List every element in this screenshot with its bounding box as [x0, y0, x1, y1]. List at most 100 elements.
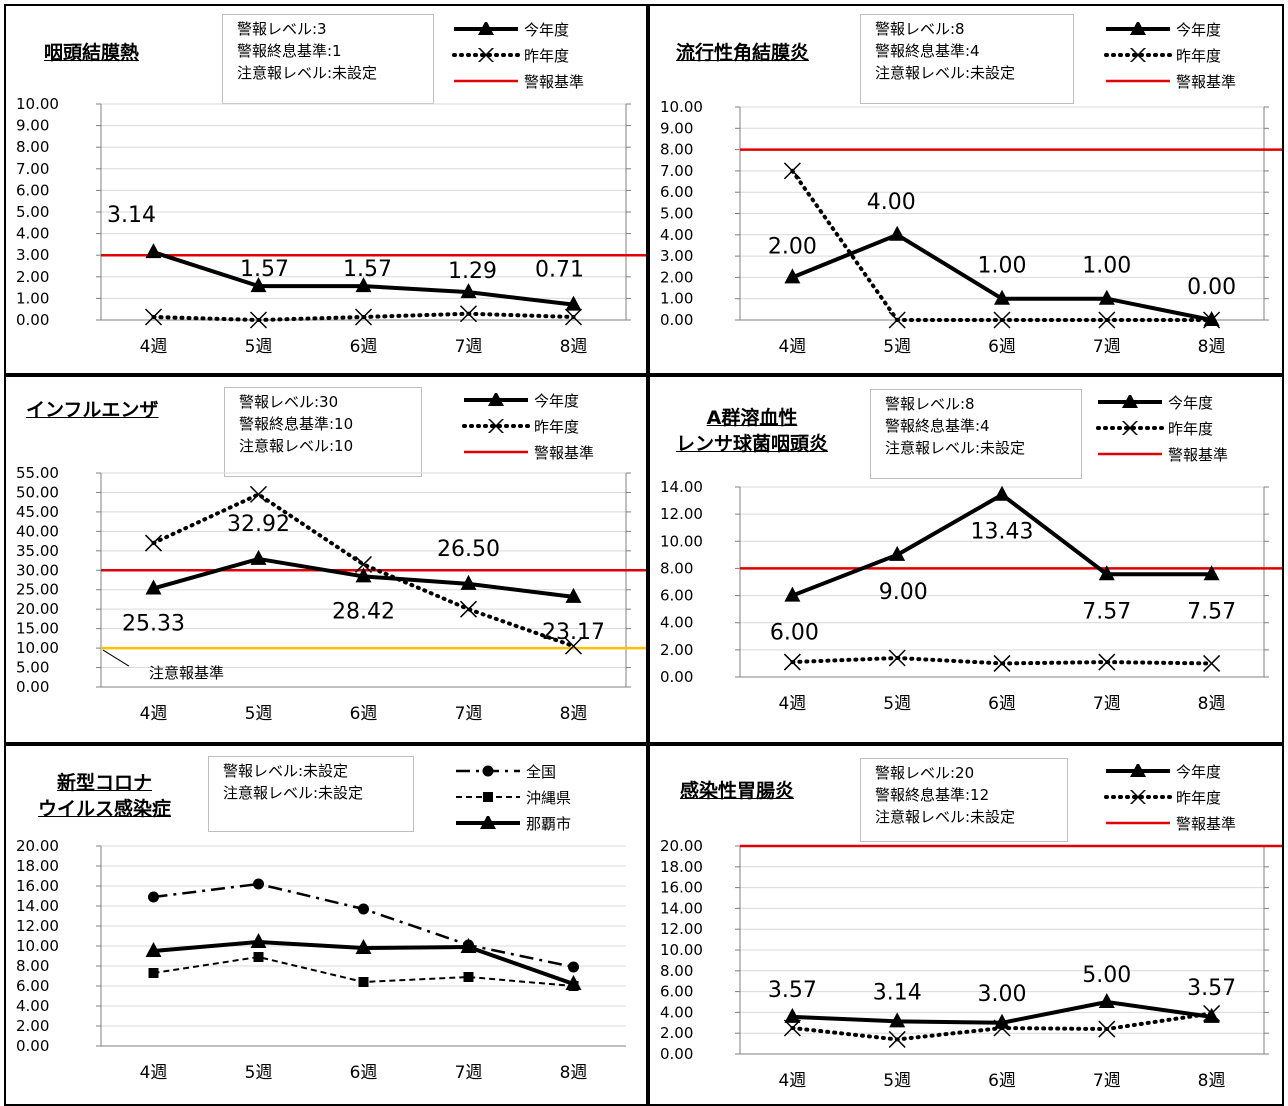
x-tick-label: 4週	[778, 337, 806, 357]
legend-label: 今年度	[524, 20, 570, 39]
data-point	[463, 939, 474, 951]
data-point	[145, 942, 162, 957]
legend-marker	[487, 419, 505, 433]
y-tick-label: 10.00	[660, 532, 703, 550]
y-tick-label: 14.00	[16, 897, 59, 915]
data-point	[459, 305, 478, 323]
y-tick-label: 2.00	[660, 1024, 693, 1042]
data-point	[460, 283, 477, 299]
legend-item: 沖縄県	[454, 784, 571, 810]
chart-panel-infectious-gastroenteritis: 感染性胃腸炎 警報レベル:20 警報終息基準:12 注意報レベル:未設定 今年度…	[648, 744, 1284, 1106]
data-label: 6.00	[770, 621, 819, 646]
data-point	[145, 579, 162, 595]
y-tick-label: 7.00	[660, 162, 693, 180]
data-point	[1098, 565, 1115, 581]
alert-end-text: 警報終息基準:10	[239, 415, 354, 433]
y-tick-label: 8.00	[16, 957, 49, 975]
data-point	[994, 289, 1010, 305]
y-tick-label: 18.00	[660, 858, 703, 876]
y-tick-label: 4.00	[16, 997, 49, 1015]
y-tick-label: 16.00	[16, 877, 59, 895]
alert-info-box: 警報レベル:8 警報終息基準:4 注意報レベル:未設定	[860, 14, 1074, 104]
y-tick-label: 8.00	[660, 962, 693, 980]
legend-swatch	[1096, 421, 1164, 435]
y-tick-label: 4.00	[660, 614, 693, 632]
legend-item: 警報基準	[1096, 441, 1228, 467]
x-tick-label: 7週	[455, 1063, 483, 1083]
data-label: 3.14	[107, 203, 156, 228]
legend-swatch	[456, 765, 520, 777]
x-tick-label: 7週	[1093, 694, 1121, 714]
x-tick-label: 8週	[560, 704, 588, 724]
data-label: 4.00	[867, 190, 916, 215]
legend: 今年度 昨年度 警報基準	[1104, 758, 1236, 836]
y-tick-label: 10.00	[16, 639, 59, 657]
legend-item: 警報基準	[1104, 810, 1236, 836]
data-point	[993, 311, 1011, 329]
legend-marker	[488, 393, 504, 406]
y-tick-label: 1.00	[660, 290, 693, 308]
y-tick-label: 12.00	[16, 917, 59, 935]
x-tick-label: 5週	[245, 704, 273, 724]
x-tick-label: 5週	[883, 1071, 911, 1091]
data-point	[568, 961, 579, 973]
legend-swatch	[456, 816, 520, 829]
data-point	[993, 654, 1011, 672]
data-label: 13.43	[971, 520, 1034, 545]
advisory-level-text: 注意報レベル:未設定	[223, 784, 364, 802]
x-tick-label: 7週	[455, 337, 483, 357]
legend: 今年度 昨年度 警報基準	[1096, 389, 1228, 467]
chart-panel-influenza: インフルエンザ 警報レベル:30 警報終息基準:10 注意報レベル:10 今年度…	[4, 375, 648, 744]
data-point	[889, 225, 906, 241]
y-tick-label: 0.00	[660, 311, 693, 329]
y-tick-label: 6.00	[660, 183, 693, 201]
y-tick-label: 4.00	[660, 226, 693, 244]
y-tick-label: 20.00	[16, 837, 59, 855]
data-label: 2.00	[768, 234, 817, 259]
series-line	[791, 492, 1212, 598]
x-tick-label: 4週	[140, 337, 168, 357]
y-tick-label: 5.00	[660, 205, 693, 223]
y-tick-label: 1.00	[16, 289, 49, 307]
data-point	[784, 1007, 801, 1023]
y-tick-label: 8.00	[660, 559, 693, 577]
line-chart: 0.00 2.00 4.00 6.00 8.00 10.00 12.00 14.00 16.00…	[660, 837, 1282, 1091]
line-chart: 0.00 1.00 2.00 3.00 4.00 5.00 6.00 7.00 8.00 9.00…	[660, 98, 1282, 357]
x-tick-label: 7週	[455, 704, 483, 724]
data-point	[564, 308, 583, 326]
y-tick-label: 4.00	[660, 1003, 693, 1021]
data-point	[783, 653, 801, 671]
data-label: 32.92	[227, 512, 290, 537]
data-label: 1.57	[343, 257, 392, 282]
y-tick-label: 10.00	[16, 937, 59, 955]
y-tick-label: 6.00	[16, 181, 49, 199]
data-point	[1203, 654, 1221, 672]
y-tick-label: 9.00	[16, 117, 49, 135]
legend-label: 今年度	[534, 391, 580, 410]
data-label: 7.57	[1187, 599, 1236, 624]
legend-swatch	[456, 792, 520, 802]
line-chart: 0.00 2.00 4.00 6.00 8.00 10.00 12.00 14.00 16.00…	[16, 837, 626, 1083]
data-label: 1.29	[448, 259, 497, 284]
data-point	[888, 649, 906, 667]
alert-info-box: 警報レベル:8 警報終息基準:4 注意報レベル:未設定	[870, 389, 1082, 479]
data-label: 28.42	[332, 599, 395, 624]
legend-label: 警報基準	[1176, 72, 1237, 91]
legend-item: 警報基準	[1104, 68, 1236, 94]
chart-panel-covid-19: 新型コロナ ウイルス感染症 警報レベル:未設定 注意報レベル:未設定 全国 沖縄県…	[4, 744, 648, 1106]
data-point	[355, 567, 372, 583]
series-line	[151, 492, 576, 649]
legend-label: 警報基準	[1168, 445, 1229, 464]
legend-label: 昨年度	[1176, 46, 1222, 65]
y-tick-label: 0.00	[660, 1045, 693, 1063]
y-tick-label: 25.00	[16, 581, 59, 599]
chart-panel-group-a-streptococcal-pharyngitis: A群溶血性 レンサ球菌咽頭炎 警報レベル:8 警報終息基準:4 注意報レベル:未…	[648, 375, 1284, 744]
chart-title: インフルエンザ	[26, 399, 159, 421]
legend: 今年度 昨年度 警報基準	[462, 387, 594, 465]
data-point	[888, 1030, 906, 1048]
data-point	[784, 586, 801, 602]
legend: 今年度 昨年度 警報基準	[452, 16, 584, 94]
y-tick-label: 20.00	[660, 837, 703, 855]
x-tick-label: 4週	[778, 694, 806, 714]
legend-marker	[480, 816, 496, 829]
